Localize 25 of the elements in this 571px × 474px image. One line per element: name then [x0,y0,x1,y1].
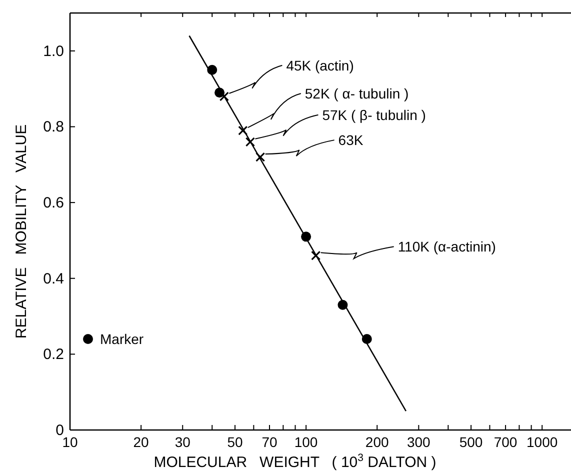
annotation: 63K [338,132,364,148]
y-tick-label: 0.4 [43,270,64,288]
x-tick-label: 30 [174,434,191,450]
y-tick-label: 0 [56,422,64,439]
y-tick-label: 0.2 [43,346,64,364]
annotation: 45K (actin) [286,57,354,74]
annotation: 52K ( α- tubulin ) [304,86,409,102]
y-tick-label: 0.6 [43,194,64,212]
x-tick-label: 300 [406,434,431,450]
annotation: 57K ( β- tubulin ) [322,106,426,123]
y-tick-label: 0.8 [43,118,64,136]
legend-label: Marker [100,331,144,348]
x-tick-label: 1000 [526,434,558,450]
y-tick-label: 1.0 [43,42,64,60]
x-tick-label: 500 [459,434,483,450]
x-tick-label: 100 [294,434,318,450]
y-axis-title: RELATIVE MOBILITY VALUE [13,124,30,339]
x-tick-label: 200 [365,434,390,450]
annotation: 110K (α-actinin) [398,238,496,255]
x-tick-label: 20 [133,434,150,450]
x-tick-label: 10 [62,434,78,450]
x-tick-label: 70 [262,434,278,450]
x-axis-title: MOLECULAR WEIGHT ( 10$^{3}$ DALTON ) [154,452,436,471]
x-tick-label: 700 [494,434,518,450]
x-tick-label: 50 [227,434,243,450]
